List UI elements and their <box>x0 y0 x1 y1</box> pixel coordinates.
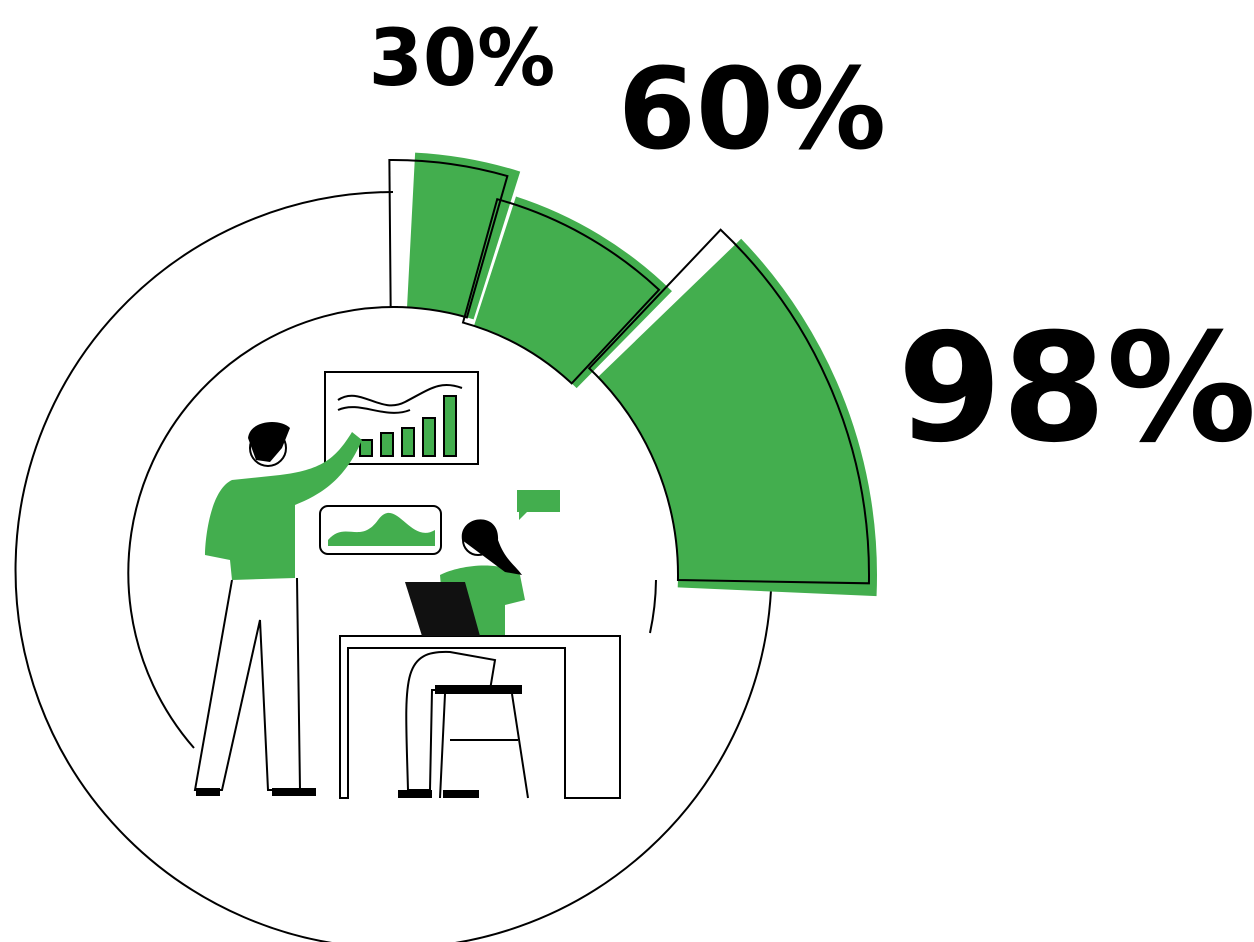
illustration <box>193 371 621 799</box>
woman-legs <box>405 650 497 791</box>
desk <box>339 635 621 799</box>
board-bars <box>359 395 457 457</box>
outer-ring <box>14 191 772 942</box>
percent-label: 60% <box>618 45 886 175</box>
board-wave <box>337 384 463 407</box>
sector <box>587 228 870 585</box>
man-shirt <box>205 432 362 580</box>
sector <box>407 152 521 320</box>
board-wave <box>337 406 411 414</box>
laptop <box>405 582 480 636</box>
percent-label: 98% <box>897 302 1254 476</box>
sectors <box>388 152 877 597</box>
inner-ring <box>127 305 399 749</box>
sector <box>461 197 661 385</box>
chat-icon <box>517 490 560 512</box>
sector <box>473 196 672 389</box>
sector <box>598 238 877 597</box>
bubble-chart <box>328 512 435 546</box>
sector <box>388 159 509 319</box>
man-legs <box>193 577 302 791</box>
percent-label: 30% <box>369 14 556 104</box>
rings <box>14 191 772 942</box>
inner-ring-right <box>649 579 657 634</box>
